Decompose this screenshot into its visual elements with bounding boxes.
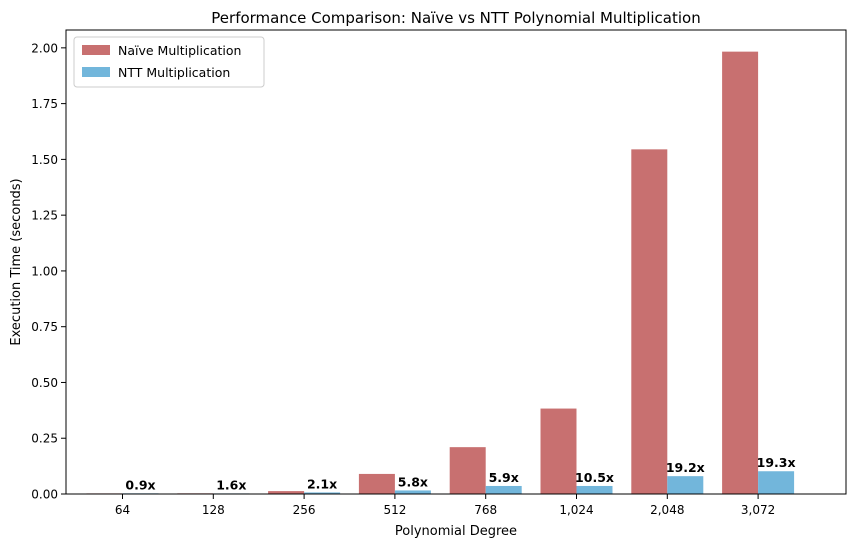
y-tick-label: 2.00 — [31, 41, 58, 55]
chart-title: Performance Comparison: Naïve vs NTT Pol… — [211, 9, 700, 27]
plot-frame — [65, 29, 847, 495]
speedup-label: 2.1x — [307, 476, 337, 491]
y-tick-label: 0.50 — [31, 376, 58, 390]
x-tick-label: 3,072 — [741, 503, 775, 517]
y-tick-label: 0.25 — [31, 432, 58, 446]
x-axis-label: Polynomial Degree — [395, 524, 517, 539]
ntt-bar — [758, 471, 795, 494]
ntt-bar — [394, 490, 431, 494]
y-tick-label: 0.00 — [31, 488, 58, 502]
naive-bar — [358, 473, 395, 494]
legend-label: NTT Multiplication — [118, 65, 230, 80]
x-tick-label: 64 — [115, 503, 130, 517]
speedup-label: 19.3x — [757, 455, 796, 470]
x-tick-label: 2,048 — [650, 503, 684, 517]
legend-swatch — [82, 45, 110, 55]
speedup-label: 10.5x — [575, 470, 614, 485]
plot-area: 0.00 0.25 0.50 0.75 1.00 1.25 1.50 1.75 2.00 64 0.… — [31, 41, 795, 517]
speedup-label: 1.6x — [216, 478, 246, 493]
legend: Naïve Multiplication NTT Multiplication — [73, 36, 265, 88]
x-tick-label: 512 — [383, 503, 406, 517]
legend-box — [73, 36, 265, 88]
speedup-label: 0.9x — [125, 477, 155, 492]
x-tick-label: 768 — [474, 503, 497, 517]
y-tick-label: 0.75 — [31, 320, 58, 334]
legend-swatch — [82, 67, 110, 77]
naive-bar — [449, 447, 486, 494]
x-tick-label: 128 — [202, 503, 225, 517]
x-tick-label: 1,024 — [559, 503, 593, 517]
y-tick-label: 1.00 — [31, 264, 58, 278]
ntt-bar — [576, 485, 613, 494]
ntt-bar — [304, 492, 341, 494]
naive-bar — [722, 51, 759, 495]
speedup-label: 19.2x — [666, 460, 705, 475]
speedup-label: 5.9x — [489, 470, 519, 485]
y-tick-label: 1.75 — [31, 97, 58, 111]
ntt-bar — [667, 476, 704, 494]
speedup-label: 5.8x — [398, 474, 428, 489]
legend-label: Naïve Multiplication — [118, 43, 241, 58]
x-tick-label: 256 — [293, 503, 316, 517]
y-axis-label: Execution Time (seconds) — [9, 178, 24, 345]
naive-bar — [540, 408, 577, 494]
y-tick-label: 1.25 — [31, 209, 58, 223]
y-tick-label: 1.50 — [31, 153, 58, 167]
ntt-bar — [485, 485, 522, 494]
naive-bar — [631, 149, 668, 494]
naive-bar — [268, 491, 305, 494]
